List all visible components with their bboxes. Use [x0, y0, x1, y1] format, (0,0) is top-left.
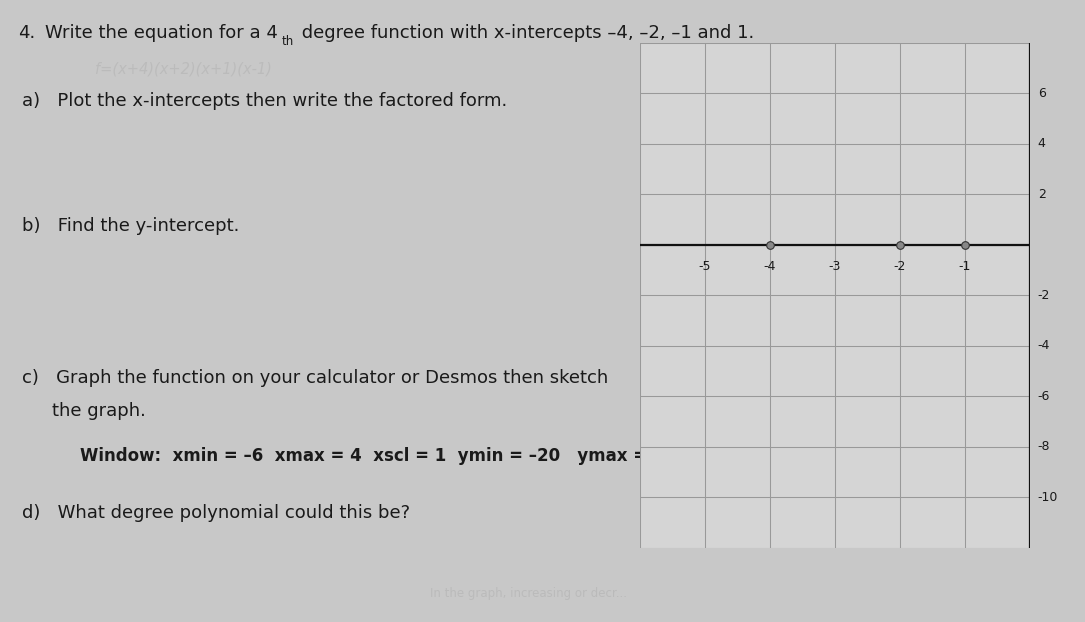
Text: 2: 2: [1037, 188, 1046, 201]
Text: -3: -3: [829, 260, 841, 273]
Text: f=(x+4)(x+2)(x+1)(x-1): f=(x+4)(x+2)(x+1)(x-1): [95, 62, 272, 77]
Text: 4.: 4.: [18, 24, 35, 42]
Text: -2: -2: [1037, 289, 1050, 302]
Text: -4: -4: [1037, 340, 1050, 353]
Text: a)   Plot the x-intercepts then write the factored form.: a) Plot the x-intercepts then write the …: [22, 92, 508, 110]
Text: Window:  xmin = –6  xmax = 4  xscl = 1  ymin = –20   ymax = 20  yscl = 2: Window: xmin = –6 xmax = 4 xscl = 1 ymin…: [80, 447, 761, 465]
Text: c)   Graph the function on your calculator or Desmos then sketch: c) Graph the function on your calculator…: [22, 369, 609, 387]
Text: degree function with x-intercepts –4, –2, –1 and 1.: degree function with x-intercepts –4, –2…: [296, 24, 754, 42]
Text: -5: -5: [699, 260, 712, 273]
Text: In the graph, increasing or decr...: In the graph, increasing or decr...: [430, 587, 627, 600]
Text: b)   Find the y-intercept.: b) Find the y-intercept.: [22, 217, 240, 235]
Text: -10: -10: [1037, 491, 1058, 504]
Text: 4: 4: [1037, 137, 1046, 151]
Text: -4: -4: [764, 260, 776, 273]
Text: th: th: [282, 35, 294, 48]
Text: -6: -6: [1037, 390, 1050, 403]
Text: Write the equation for a 4: Write the equation for a 4: [44, 24, 278, 42]
Text: -8: -8: [1037, 440, 1050, 453]
Text: the graph.: the graph.: [52, 402, 145, 420]
Text: -2: -2: [894, 260, 906, 273]
Text: d)   What degree polynomial could this be?: d) What degree polynomial could this be?: [22, 504, 410, 522]
Text: 6: 6: [1037, 87, 1046, 100]
Text: -1: -1: [959, 260, 971, 273]
